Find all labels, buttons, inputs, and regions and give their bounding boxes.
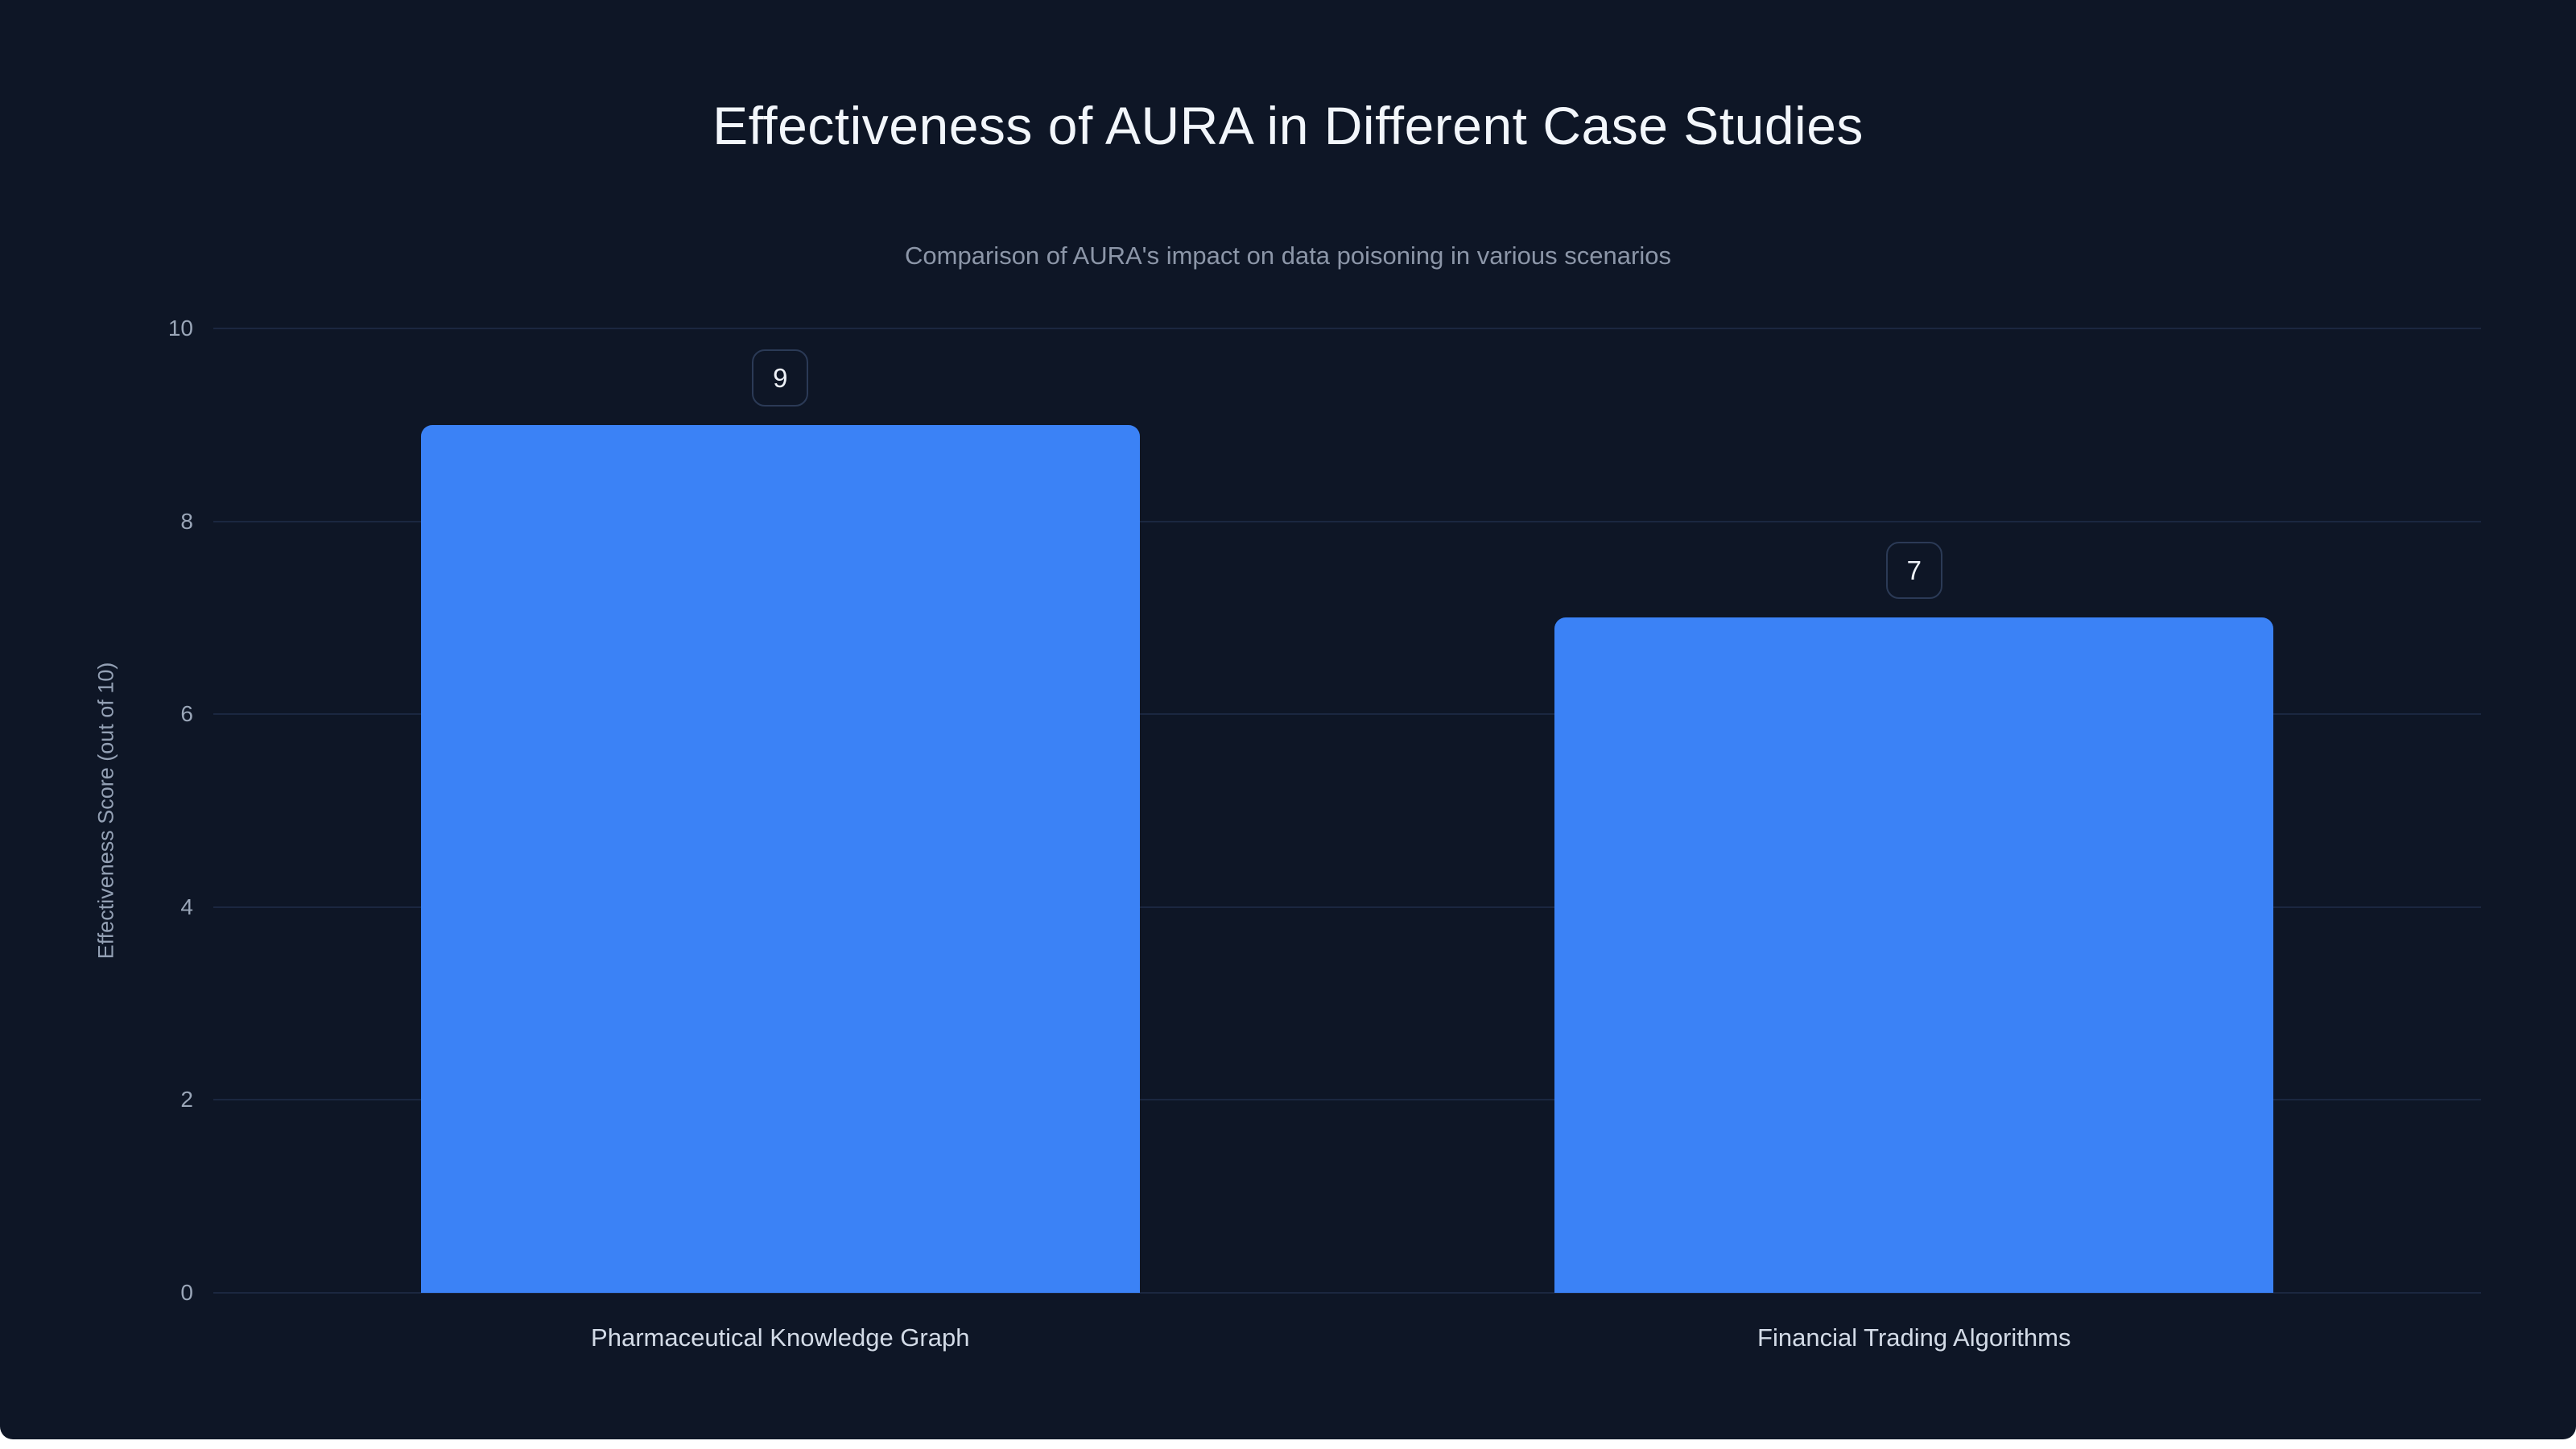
y-tick-label: 6: [180, 701, 193, 727]
grid-line: [213, 1099, 2481, 1101]
bar[interactable]: [421, 425, 1140, 1293]
bar[interactable]: [1554, 617, 2273, 1293]
x-category-label: Pharmaceutical Knowledge Graph: [591, 1323, 970, 1352]
y-tick-label: 4: [180, 894, 193, 919]
x-category-label: Financial Trading Algorithms: [1757, 1323, 2071, 1352]
y-tick-label: 10: [167, 316, 193, 341]
bar-value-badge: 9: [752, 349, 809, 407]
grid-line: [213, 328, 2481, 329]
grid-line: [213, 520, 2481, 522]
y-tick-label: 0: [180, 1280, 193, 1305]
grid-line: [213, 713, 2481, 716]
chart-subtitle: Comparison of AURA's impact on data pois…: [905, 242, 1671, 270]
y-tick-label: 2: [180, 1087, 193, 1113]
bar-value-badge: 7: [1885, 542, 1942, 599]
chart-title: Effectiveness of AURA in Different Case …: [712, 96, 1864, 155]
grid-line: [213, 1292, 2481, 1294]
grid-line: [213, 906, 2481, 908]
y-tick-label: 8: [180, 508, 193, 534]
